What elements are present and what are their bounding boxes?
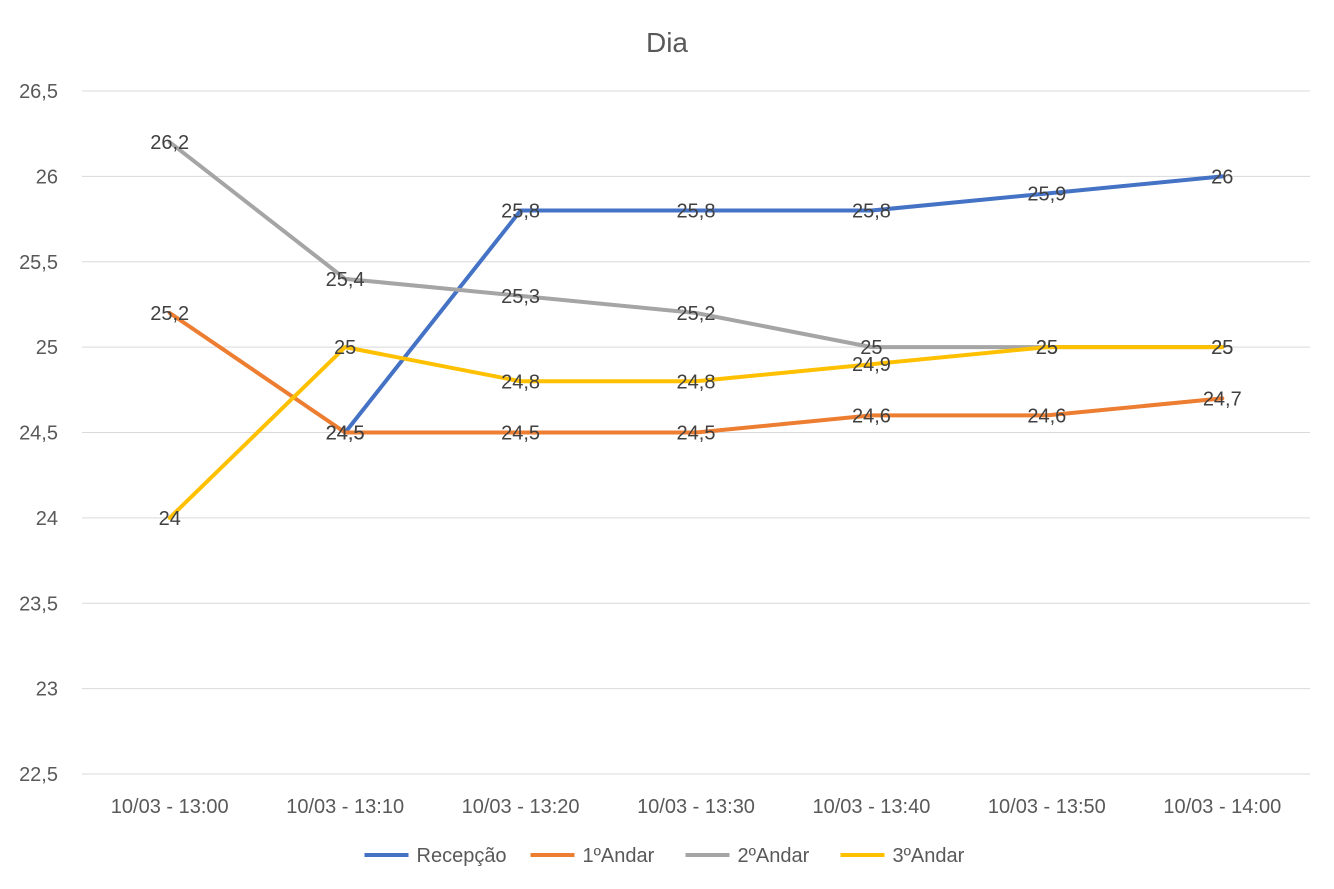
data-label: 24,5 xyxy=(677,423,716,445)
legend-label: 3ºAndar xyxy=(893,845,965,867)
data-label: 25,2 xyxy=(150,303,189,325)
data-label: 25,8 xyxy=(677,201,716,223)
chart-title: Dia xyxy=(646,27,688,58)
legend: Recepção 1ºAndar 2ºAndar 3ºAndar xyxy=(364,845,965,867)
data-label: 24 xyxy=(159,508,181,530)
data-label: 24,7 xyxy=(1203,388,1242,410)
legend-label: 1ºAndar xyxy=(583,845,655,867)
data-label: 26 xyxy=(1211,166,1233,188)
x-tick-label: 10/03 - 13:30 xyxy=(637,796,755,818)
data-label: 24,9 xyxy=(852,354,891,376)
data-label: 25 xyxy=(1211,337,1233,359)
x-tick-label: 10/03 - 13:00 xyxy=(111,796,229,818)
x-tick-label: 10/03 - 13:50 xyxy=(988,796,1106,818)
data-label: 24,5 xyxy=(326,423,365,445)
data-label: 25,4 xyxy=(326,269,365,291)
data-label: 25,3 xyxy=(501,286,540,308)
x-axis: 10/03 - 13:00 10/03 - 13:10 10/03 - 13:20 1… xyxy=(111,796,1281,818)
data-label: 24,8 xyxy=(501,371,540,393)
series-line xyxy=(167,345,1225,520)
y-tick-label: 24 xyxy=(36,508,58,530)
series-line xyxy=(343,174,1225,435)
data-label: 25 xyxy=(1036,337,1058,359)
x-tick-label: 10/03 - 13:40 xyxy=(812,796,930,818)
legend-label: 2ºAndar xyxy=(738,845,810,867)
series-line xyxy=(167,310,1225,435)
y-tick-label: 26 xyxy=(36,166,58,188)
y-tick-label: 23,5 xyxy=(19,593,58,615)
data-label: 25 xyxy=(334,337,356,359)
data-label: 25,2 xyxy=(677,303,716,325)
legend-label: Recepção xyxy=(417,845,507,867)
x-tick-label: 10/03 - 13:10 xyxy=(286,796,404,818)
y-tick-label: 22,5 xyxy=(19,764,58,786)
data-label: 24,5 xyxy=(326,423,365,445)
y-axis: 22,5 23 23,5 24 24,5 25 25,5 26 26,5 xyxy=(19,81,58,786)
data-label: 24,6 xyxy=(1027,405,1066,427)
y-tick-label: 24,5 xyxy=(19,423,58,445)
y-tick-label: 25 xyxy=(36,337,58,359)
series-lines xyxy=(167,140,1225,520)
data-label: 25 xyxy=(860,337,882,359)
y-tick-label: 23 xyxy=(36,679,58,701)
y-tick-label: 25,5 xyxy=(19,252,58,274)
data-label: 25,8 xyxy=(852,201,891,223)
x-tick-label: 10/03 - 13:20 xyxy=(462,796,580,818)
data-label: 25,8 xyxy=(501,201,540,223)
data-label: 25 xyxy=(1036,337,1058,359)
x-tick-label: 10/03 - 14:00 xyxy=(1163,796,1281,818)
y-tick-label: 26,5 xyxy=(19,81,58,103)
data-label: 25,9 xyxy=(1027,183,1066,205)
data-label: 24,5 xyxy=(501,423,540,445)
data-label: 24,6 xyxy=(852,405,891,427)
data-label: 24,8 xyxy=(677,371,716,393)
data-label: 26,2 xyxy=(150,132,189,154)
data-label: 25 xyxy=(1211,337,1233,359)
